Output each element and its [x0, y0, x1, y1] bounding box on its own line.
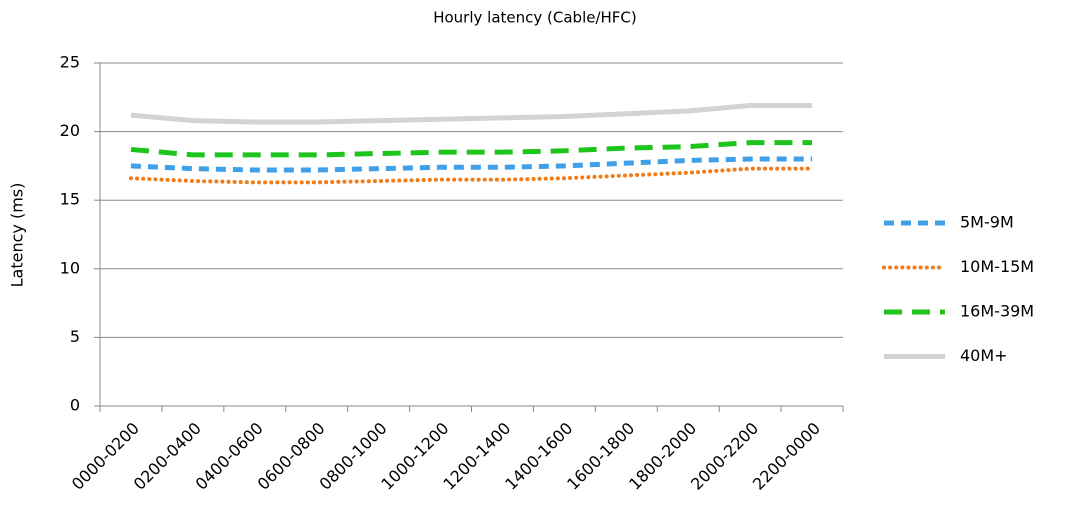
y-tick-label: 0: [70, 396, 80, 415]
y-tick-label: 5: [70, 327, 80, 346]
y-tick-label: 20: [60, 121, 80, 140]
legend-label: 16M-39M: [960, 302, 1034, 321]
legend-label: 5M-9M: [960, 213, 1014, 232]
y-tick-label: 25: [60, 53, 80, 72]
series-line: [128, 166, 815, 185]
series-line: [130, 103, 813, 125]
y-axis-label: Latency (ms): [8, 183, 27, 288]
y-tick-label: 15: [60, 190, 80, 209]
chart-title: Hourly latency (Cable/HFC): [433, 9, 637, 27]
y-tick-label: 10: [60, 258, 80, 277]
legend-label: 10M-15M: [960, 257, 1034, 276]
series-line: [130, 140, 813, 158]
x-tick-label: 2200-0000: [749, 419, 824, 494]
series-line: [130, 156, 813, 173]
legend-label: 40M+: [960, 346, 1008, 365]
